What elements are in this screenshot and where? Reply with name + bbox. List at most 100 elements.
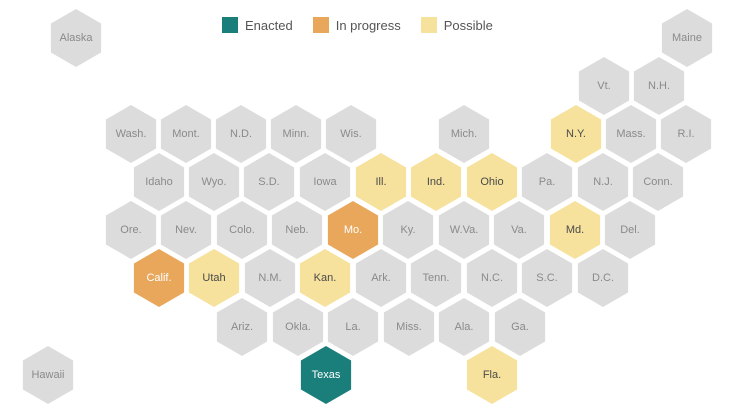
state-label: Mich. [451, 128, 477, 140]
state-hex-calif[interactable]: Calif. [133, 249, 185, 307]
state-hex-ore[interactable]: Ore. [105, 201, 157, 259]
hex-shape [216, 201, 268, 259]
state-label: Ore. [120, 224, 141, 236]
state-label: Wash. [116, 128, 147, 140]
hex-shape [244, 249, 296, 307]
state-hex-fla[interactable]: Fla. [466, 346, 518, 404]
hex-shape [382, 201, 434, 259]
state-label: Calif. [146, 272, 171, 284]
state-hex-mass[interactable]: Mass. [605, 105, 657, 163]
hex-shape [160, 105, 212, 163]
state-hex-ind[interactable]: Ind. [410, 153, 462, 211]
state-hex-pa[interactable]: Pa. [521, 153, 573, 211]
state-hex-n-c[interactable]: N.C. [466, 249, 518, 307]
swatch-enacted [222, 17, 238, 33]
state-hex-ariz[interactable]: Ariz. [216, 298, 268, 356]
state-hex-ark[interactable]: Ark. [355, 249, 407, 307]
state-label: Tenn. [423, 272, 450, 284]
state-hex-ky[interactable]: Ky. [382, 201, 434, 259]
state-hex-wyo[interactable]: Wyo. [188, 153, 240, 211]
hex-shape [604, 201, 656, 259]
state-label: Fla. [483, 369, 501, 381]
state-hex-d-c[interactable]: D.C. [577, 249, 629, 307]
state-hex-s-d[interactable]: S.D. [243, 153, 295, 211]
hex-shape [270, 105, 322, 163]
state-hex-colo[interactable]: Colo. [216, 201, 268, 259]
hex-shape [355, 249, 407, 307]
state-hex-ill[interactable]: Ill. [355, 153, 407, 211]
hex-shape [438, 298, 490, 356]
state-hex-la[interactable]: La. [327, 298, 379, 356]
state-hex-wash[interactable]: Wash. [105, 105, 157, 163]
state-hex-wis[interactable]: Wis. [325, 105, 377, 163]
state-hex-iowa[interactable]: Iowa [299, 153, 351, 211]
state-hex-nev[interactable]: Nev. [160, 201, 212, 259]
hex-shape [325, 105, 377, 163]
state-label: Mass. [616, 128, 645, 140]
state-hex-neb[interactable]: Neb. [271, 201, 323, 259]
state-label: Ga. [511, 321, 529, 333]
state-hex-n-d[interactable]: N.D. [215, 105, 267, 163]
hex-shape [355, 153, 407, 211]
state-hex-s-c[interactable]: S.C. [521, 249, 573, 307]
hex-shape [521, 153, 573, 211]
hex-shape [633, 57, 685, 115]
hex-shape [549, 201, 601, 259]
state-hex-del[interactable]: Del. [604, 201, 656, 259]
state-hex-idaho[interactable]: Idaho [133, 153, 185, 211]
state-hex-texas[interactable]: Texas [300, 346, 352, 404]
state-label: Nev. [175, 224, 197, 236]
state-hex-n-m[interactable]: N.M. [244, 249, 296, 307]
hex-shape [160, 201, 212, 259]
hex-shape [494, 298, 546, 356]
state-label: Neb. [285, 224, 308, 236]
state-label: Del. [620, 224, 640, 236]
hex-shape [466, 346, 518, 404]
state-hex-va[interactable]: Va. [493, 201, 545, 259]
state-hex-vt[interactable]: Vt. [578, 57, 630, 115]
state-label: Ala. [455, 321, 474, 333]
state-label: N.D. [230, 128, 252, 140]
state-hex-hawaii[interactable]: Hawaii [22, 346, 74, 404]
legend-label-enacted: Enacted [245, 17, 293, 33]
state-hex-mich[interactable]: Mich. [438, 105, 490, 163]
state-hex-minn[interactable]: Minn. [270, 105, 322, 163]
hex-shape [605, 105, 657, 163]
state-hex-n-j[interactable]: N.J. [577, 153, 629, 211]
state-hex-n-h[interactable]: N.H. [633, 57, 685, 115]
state-hex-tenn[interactable]: Tenn. [410, 249, 462, 307]
swatch-in-progress [312, 17, 329, 33]
state-hex-conn[interactable]: Conn. [632, 153, 684, 211]
state-hex-maine[interactable]: Maine [661, 9, 713, 67]
state-label: N.M. [258, 272, 281, 284]
state-hex-utah[interactable]: Utah [188, 249, 240, 307]
state-label: Minn. [283, 128, 310, 140]
hex-shape [410, 153, 462, 211]
state-hex-miss[interactable]: Miss. [383, 298, 435, 356]
hex-shape [271, 201, 323, 259]
state-hex-mo[interactable]: Mo. [327, 201, 379, 259]
state-hex-mont[interactable]: Mont. [160, 105, 212, 163]
hex-shape [660, 105, 712, 163]
state-hex-ohio[interactable]: Ohio [466, 153, 518, 211]
hex-shape [105, 201, 157, 259]
state-label: Md. [566, 224, 584, 236]
hex-shape [188, 153, 240, 211]
hex-shape [243, 153, 295, 211]
hex-shape [50, 9, 102, 67]
state-hex-md[interactable]: Md. [549, 201, 601, 259]
state-hex-alaska[interactable]: Alaska [50, 9, 102, 67]
state-hex-ala[interactable]: Ala. [438, 298, 490, 356]
state-hex-n-y[interactable]: N.Y. [550, 105, 602, 163]
state-label: Colo. [229, 224, 255, 236]
state-label: N.Y. [566, 128, 586, 140]
state-hex-okla[interactable]: Okla. [272, 298, 324, 356]
state-hex-kan[interactable]: Kan. [299, 249, 351, 307]
hex-shape [632, 153, 684, 211]
hex-shape [466, 153, 518, 211]
state-hex-w-va[interactable]: W.Va. [438, 201, 490, 259]
state-hex-ga[interactable]: Ga. [494, 298, 546, 356]
hex-shape [299, 153, 351, 211]
state-hex-r-i[interactable]: R.I. [660, 105, 712, 163]
